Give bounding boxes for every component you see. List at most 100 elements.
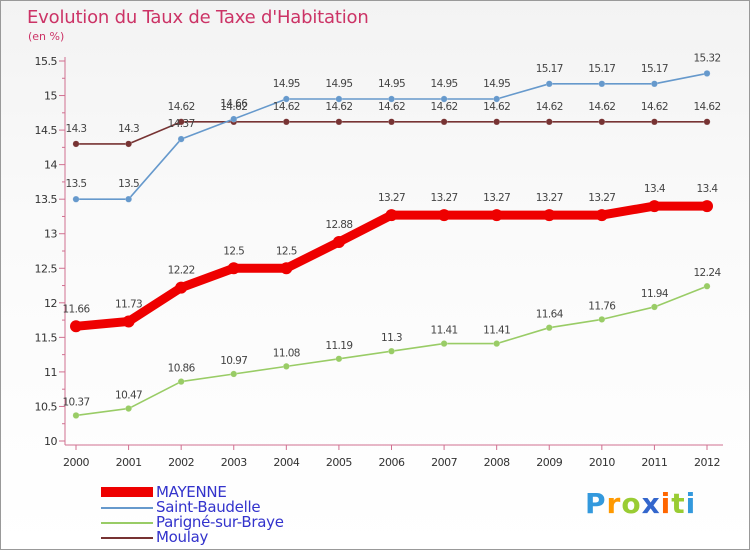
- data-point-saint-baudelle: [388, 95, 395, 103]
- data-point-parigne-sur-braye: [72, 411, 80, 419]
- y-tick-label: 10: [44, 435, 57, 448]
- legend-swatch-moulay: [101, 537, 153, 539]
- data-point-mayenne: [701, 200, 713, 213]
- logo-letter: P: [585, 487, 607, 520]
- data-label-saint-baudelle: 13.5: [118, 178, 139, 190]
- x-tick-label: 2008: [484, 456, 510, 469]
- data-point-parigne-sur-braye: [335, 355, 343, 363]
- data-point-parigne-sur-braye: [703, 282, 711, 290]
- data-point-mayenne: [175, 281, 188, 294]
- data-point-parigne-sur-braye: [230, 370, 238, 378]
- data-point-mayenne: [385, 209, 398, 222]
- data-point-parigne-sur-braye: [282, 362, 290, 370]
- data-label-saint-baudelle: 14.95: [431, 78, 458, 90]
- logo-letter: t: [671, 487, 686, 520]
- proxiti-logo: Proxiti: [585, 487, 696, 520]
- data-label-moulay: 14.62: [273, 101, 300, 113]
- data-point-mayenne: [70, 320, 82, 333]
- data-point-saint-baudelle: [598, 80, 606, 88]
- series-line-saint-baudelle: [75, 72, 708, 200]
- y-tick-label: 15: [44, 90, 57, 103]
- y-tick-label: 13.5: [35, 193, 58, 206]
- data-point-saint-baudelle: [72, 195, 80, 203]
- data-label-parigne-sur-braye: 11.08: [273, 347, 300, 359]
- data-label-saint-baudelle: 15.32: [693, 52, 720, 64]
- logo-letter: i: [685, 487, 697, 520]
- data-point-saint-baudelle: [177, 135, 185, 143]
- data-label-mayenne: 13.4: [644, 183, 666, 195]
- data-point-mayenne: [122, 315, 135, 328]
- data-point-parigne-sur-braye: [440, 340, 448, 348]
- chart-axes: 10 10.5 11 11.5 12 12.5 13 13.5 14 14.5 15 15.5 2000…: [35, 55, 723, 469]
- x-tick-label: 2012: [694, 456, 720, 469]
- y-tick-label: 10.5: [35, 400, 58, 413]
- data-point-parigne-sur-braye: [125, 405, 133, 412]
- data-point-parigne-sur-braye: [493, 340, 501, 348]
- data-point-saint-baudelle: [440, 95, 448, 103]
- logo-letter: r: [606, 487, 622, 520]
- data-label-saint-baudelle: 14.66: [220, 98, 248, 110]
- data-point-moulay: [125, 140, 133, 148]
- data-label-parigne-sur-braye: 11.94: [641, 288, 669, 300]
- data-point-saint-baudelle: [545, 80, 553, 88]
- legend-swatch-parigne-sur-braye: [101, 522, 153, 524]
- data-label-saint-baudelle: 14.95: [325, 78, 352, 90]
- x-tick-label: 2009: [536, 456, 562, 469]
- data-point-mayenne: [227, 262, 240, 275]
- x-tick-label: 2001: [116, 456, 142, 469]
- data-point-mayenne: [280, 262, 293, 275]
- data-label-moulay: 14.62: [536, 101, 563, 113]
- data-point-saint-baudelle: [650, 80, 658, 88]
- data-label-saint-baudelle: 13.5: [66, 178, 87, 190]
- data-label-parigne-sur-braye: 10.86: [168, 363, 196, 375]
- y-tick-label: 13: [44, 228, 57, 241]
- data-point-saint-baudelle: [282, 95, 290, 103]
- data-label-mayenne: 13.27: [588, 192, 615, 204]
- data-point-mayenne: [438, 209, 451, 222]
- data-point-mayenne: [543, 209, 556, 222]
- data-point-moulay: [650, 118, 658, 126]
- data-label-parigne-sur-braye: 11.41: [483, 325, 510, 337]
- data-label-saint-baudelle: 14.95: [273, 78, 300, 90]
- x-tick-label: 2007: [431, 456, 457, 469]
- data-point-mayenne: [648, 200, 661, 213]
- data-label-mayenne: 13.27: [431, 192, 458, 204]
- data-point-moulay: [703, 118, 711, 126]
- data-point-saint-baudelle: [335, 95, 343, 103]
- data-point-moulay: [388, 118, 395, 126]
- data-label-saint-baudelle: 14.37: [168, 118, 195, 130]
- data-label-moulay: 14.62: [220, 101, 247, 113]
- data-point-saint-baudelle: [125, 195, 133, 203]
- legend-swatch-saint-baudelle: [101, 507, 153, 509]
- logo-letter: i: [660, 487, 672, 520]
- y-tick-label: 12.5: [35, 262, 58, 275]
- data-label-saint-baudelle: 15.17: [641, 63, 668, 75]
- data-label-moulay: 14.3: [66, 123, 87, 135]
- x-tick-label: 2004: [273, 456, 299, 469]
- data-label-moulay: 14.62: [641, 101, 668, 113]
- y-tick-label: 12: [44, 297, 57, 310]
- chart-series: [70, 69, 713, 419]
- data-label-moulay: 14.62: [588, 101, 615, 113]
- data-label-saint-baudelle: 15.17: [536, 63, 563, 75]
- x-tick-label: 2003: [221, 456, 247, 469]
- data-label-parigne-sur-braye: 11.3: [381, 332, 402, 344]
- data-label-mayenne: 13.27: [536, 192, 563, 204]
- chart-title: Evolution du Taux de Taxe d'Habitation: [27, 7, 369, 28]
- data-label-parigne-sur-braye: 10.97: [220, 355, 247, 367]
- data-label-mayenne: 12.22: [168, 265, 195, 277]
- data-label-mayenne: 12.5: [223, 245, 244, 257]
- data-label-mayenne: 13.4: [697, 183, 719, 195]
- data-point-moulay: [545, 118, 553, 126]
- x-tick-label: 2005: [326, 456, 352, 469]
- data-point-parigne-sur-braye: [598, 315, 606, 323]
- data-label-moulay: 14.62: [378, 101, 405, 113]
- data-label-saint-baudelle: 15.17: [588, 63, 615, 75]
- logo-letter: o: [621, 487, 642, 520]
- data-point-mayenne: [595, 209, 608, 222]
- legend-label: Saint-Baudelle: [156, 498, 261, 516]
- data-label-parigne-sur-braye: 10.37: [62, 396, 89, 408]
- data-point-parigne-sur-braye: [388, 347, 395, 355]
- data-label-saint-baudelle: 14.95: [483, 78, 510, 90]
